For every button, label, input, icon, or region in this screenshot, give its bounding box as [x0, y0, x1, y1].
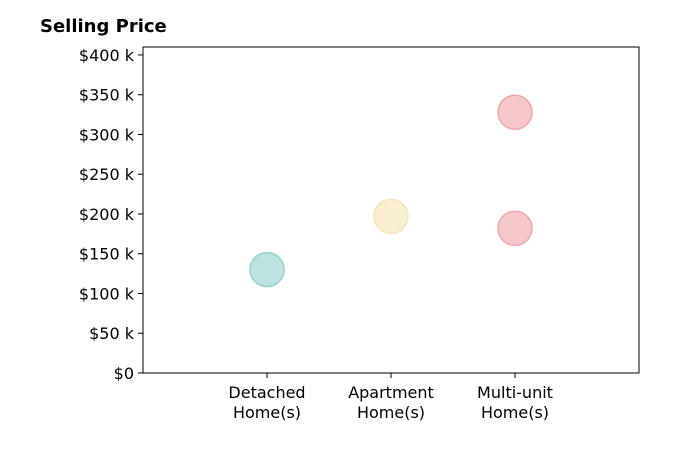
data-point: [497, 94, 533, 130]
y-tick-label: $200 k: [79, 205, 135, 224]
y-tick-label: $100 k: [79, 284, 135, 303]
chart-title: Selling Price: [40, 16, 167, 37]
y-tick-label: $400 k: [79, 46, 135, 65]
y-tick-label: $250 k: [79, 165, 135, 184]
x-tick-label: Multi-unit Home(s): [477, 383, 553, 422]
y-tick-label: $300 k: [79, 125, 135, 144]
y-tick-label: $350 k: [79, 86, 135, 105]
data-point: [373, 198, 409, 235]
y-tick-label: $150 k: [79, 245, 135, 264]
y-tick-label: $0: [114, 364, 134, 383]
x-tick-label: Apartment Home(s): [348, 383, 434, 422]
x-tick-label: Detached Home(s): [228, 383, 305, 422]
data-point: [249, 251, 285, 288]
y-tick-label: $50 k: [89, 324, 135, 343]
data-point: [497, 210, 533, 247]
